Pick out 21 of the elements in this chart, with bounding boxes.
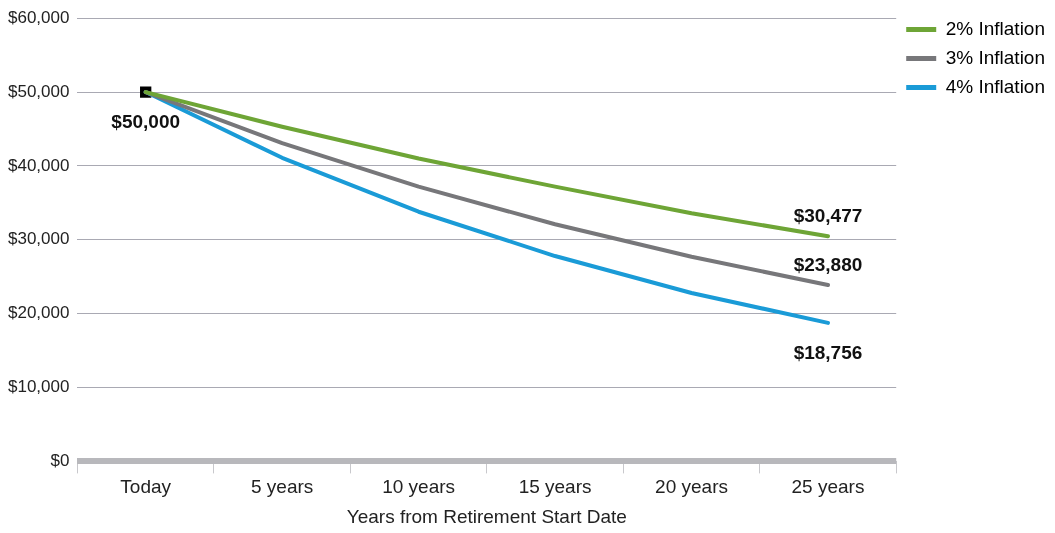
y-tick-label: $60,000 [8, 7, 70, 27]
y-tick-label: $10,000 [8, 377, 70, 397]
data-label: $23,880 [793, 254, 863, 276]
x-tick-label: 25 years [791, 476, 865, 498]
y-tick-label: $40,000 [8, 155, 70, 175]
data-label: $30,477 [793, 205, 863, 227]
x-tick-label: 15 years [518, 476, 592, 498]
y-tick-label: $0 [50, 451, 70, 471]
data-label: $18,756 [793, 341, 863, 363]
legend-label: 4% Inflation [945, 75, 1046, 97]
data-label: $50,000 [111, 111, 181, 133]
y-tick-label: $30,000 [8, 229, 70, 249]
x-tick-label: 10 years [382, 476, 456, 498]
x-tick-label: 5 years [250, 476, 314, 498]
y-tick-label: $50,000 [8, 81, 70, 101]
legend-label: 3% Inflation [945, 46, 1046, 68]
x-tick-label: 20 years [655, 476, 728, 498]
y-tick-label: $20,000 [8, 303, 70, 323]
x-tick-label: Today [120, 476, 172, 498]
legend-label: 2% Inflation [945, 17, 1046, 39]
x-axis-title: Years from Retirement Start Date [346, 505, 627, 527]
